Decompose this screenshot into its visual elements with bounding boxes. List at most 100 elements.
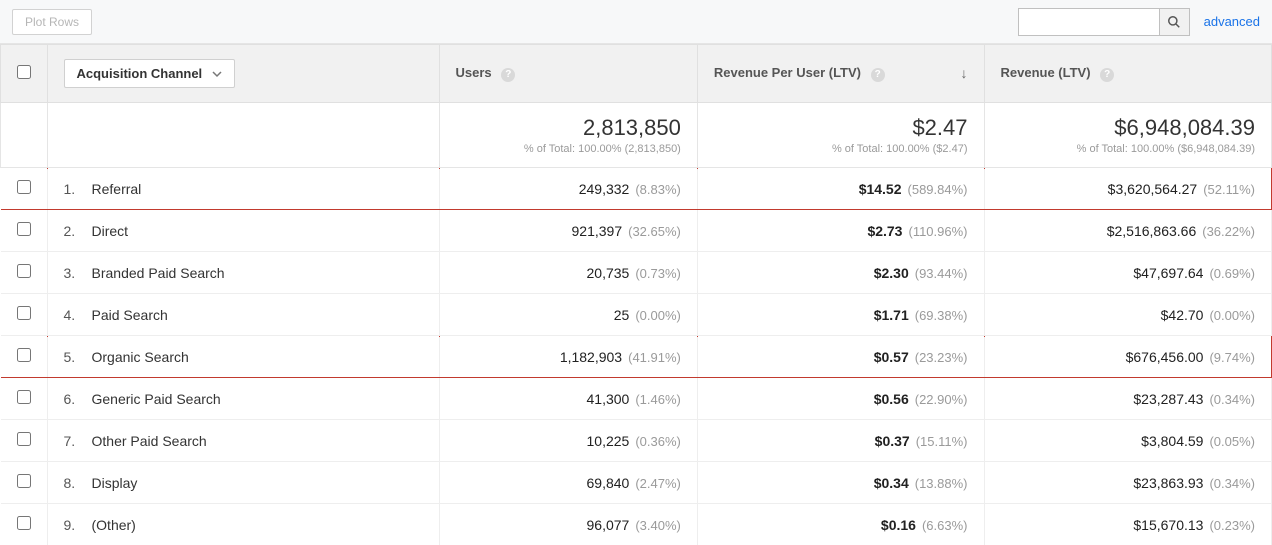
row-revenue-pct: (0.05%) xyxy=(1209,434,1255,449)
header-revenue[interactable]: Revenue (LTV) ? xyxy=(984,45,1272,103)
row-revenue-value: $2,516,863.66 xyxy=(1107,223,1197,239)
row-checkbox[interactable] xyxy=(17,432,31,446)
row-checkbox-cell xyxy=(1,336,48,378)
help-icon[interactable]: ? xyxy=(501,68,515,82)
row-users: 249,332(8.83%) xyxy=(439,168,697,210)
advanced-link[interactable]: advanced xyxy=(1204,14,1260,29)
row-revenue-pct: (0.00%) xyxy=(1209,308,1255,323)
header-users[interactable]: Users ? xyxy=(439,45,697,103)
table-row: 9. (Other) 96,077(3.40%)$0.16(6.63%) $15,67… xyxy=(1,504,1272,545)
row-name: Branded Paid Search xyxy=(92,265,225,281)
table-row: 7.Other Paid Search10,225(0.36%)$0.37(15… xyxy=(1,420,1272,462)
row-users: 20,735(0.73%) xyxy=(439,252,697,294)
row-rpu: $2.30(93.44%) xyxy=(697,252,984,294)
select-all-checkbox[interactable] xyxy=(17,65,31,79)
row-checkbox[interactable] xyxy=(17,264,31,278)
row-rpu-value: $0.56 xyxy=(874,391,909,407)
row-checkbox[interactable] xyxy=(17,390,31,404)
row-rpu-value: $0.34 xyxy=(874,475,909,491)
row-index: 6. xyxy=(64,391,84,407)
row-users-value: 41,300 xyxy=(587,391,630,407)
row-rpu: $0.16(6.63%) xyxy=(697,504,984,545)
help-icon[interactable]: ? xyxy=(1100,68,1114,82)
row-users-pct: (0.00%) xyxy=(635,308,681,323)
row-users-pct: (8.83%) xyxy=(635,182,681,197)
row-revenue-pct: (52.11%) xyxy=(1203,182,1255,197)
help-icon[interactable]: ? xyxy=(871,68,885,82)
row-revenue: $47,697.64 (0.69%) xyxy=(984,252,1272,294)
plot-rows-button[interactable]: Plot Rows xyxy=(12,9,92,35)
row-revenue-pct: (0.23%) xyxy=(1209,518,1255,533)
header-dimension: Acquisition Channel xyxy=(47,45,439,103)
row-users-value: 10,225 xyxy=(587,433,630,449)
header-row: Acquisition Channel Users ? Revenue Per … xyxy=(1,45,1272,103)
row-revenue-value: $3,620,564.27 xyxy=(1108,181,1198,197)
toolbar: Plot Rows advanced xyxy=(0,0,1272,44)
row-checkbox[interactable] xyxy=(17,348,31,362)
table-row: 6. Generic Paid Search 41,300(1.46%)$0.56(… xyxy=(1,378,1272,420)
row-checkbox-cell xyxy=(1,252,48,294)
row-revenue-pct: (0.69%) xyxy=(1209,266,1255,281)
row-index: 9. xyxy=(64,517,84,533)
row-revenue-value: $47,697.64 xyxy=(1133,265,1203,281)
chevron-down-icon xyxy=(212,69,222,79)
row-index: 5. xyxy=(64,349,84,365)
row-dimension[interactable]: 1.Referral xyxy=(47,168,439,210)
totals-revenue-value: $6,948,084.39 xyxy=(1001,115,1256,141)
row-revenue: $3,804.59 (0.05%) xyxy=(984,420,1272,462)
header-users-label: Users xyxy=(456,65,492,80)
row-revenue-pct: (0.34%) xyxy=(1209,476,1255,491)
row-rpu-pct: (23.23%) xyxy=(915,350,968,365)
row-revenue: $23,863.93(0.34%) xyxy=(984,462,1272,504)
row-checkbox-cell xyxy=(1,420,48,462)
row-name: (Other) xyxy=(92,517,136,533)
row-rpu: $0.34 (13.88%) xyxy=(697,462,984,504)
row-checkbox[interactable] xyxy=(17,306,31,320)
totals-rpu: $2.47 % of Total: 100.00% ($2.47) xyxy=(697,103,984,168)
header-rpu[interactable]: Revenue Per User (LTV) ? ↓ xyxy=(697,45,984,103)
row-dimension[interactable]: 3.Branded Paid Search xyxy=(47,252,439,294)
row-rpu: $2.73(110.96%) xyxy=(697,210,984,252)
row-checkbox[interactable] xyxy=(17,516,31,530)
dimension-dropdown[interactable]: Acquisition Channel xyxy=(64,59,236,88)
totals-users: 2,813,850 % of Total: 100.00% (2,813,850… xyxy=(439,103,697,168)
search-input[interactable] xyxy=(1019,9,1159,35)
table-row: 1.Referral249,332(8.83%)$14.52(589.84%)$… xyxy=(1,168,1272,210)
search-button[interactable] xyxy=(1159,9,1189,35)
row-revenue: $2,516,863.66 (36.22%) xyxy=(984,210,1272,252)
row-dimension[interactable]: 2.Direct xyxy=(47,210,439,252)
row-index: 7. xyxy=(64,433,84,449)
row-revenue-value: $3,804.59 xyxy=(1141,433,1203,449)
row-dimension[interactable]: 8.Display xyxy=(47,462,439,504)
row-users: 41,300(1.46%) xyxy=(439,378,697,420)
row-checkbox[interactable] xyxy=(17,180,31,194)
row-users-value: 921,397 xyxy=(572,223,623,239)
row-name: Generic Paid Search xyxy=(92,391,221,407)
row-users: 921,397(32.65%) xyxy=(439,210,697,252)
row-revenue-pct: (36.22%) xyxy=(1202,224,1255,239)
row-rpu: $1.71(69.38%) xyxy=(697,294,984,336)
row-rpu: $0.56(22.90%) xyxy=(697,378,984,420)
row-dimension[interactable]: 7.Other Paid Search xyxy=(47,420,439,462)
row-dimension[interactable]: 5.Organic Search xyxy=(47,336,439,378)
row-users: 96,077(3.40%) xyxy=(439,504,697,545)
row-rpu-pct: (110.96%) xyxy=(908,224,967,239)
row-checkbox[interactable] xyxy=(17,474,31,488)
row-checkbox-cell xyxy=(1,462,48,504)
row-dimension[interactable]: 4.Paid Search xyxy=(47,294,439,336)
search-box xyxy=(1018,8,1190,36)
row-name: Referral xyxy=(92,181,142,197)
row-revenue-value: $15,670.13 xyxy=(1133,517,1203,533)
row-users-pct: (2.47%) xyxy=(635,476,681,491)
row-revenue: $676,456.00(9.74%) xyxy=(984,336,1272,378)
dimension-label: Acquisition Channel xyxy=(77,66,203,81)
row-dimension[interactable]: 6. Generic Paid Search xyxy=(47,378,439,420)
row-rpu-pct: (13.88%) xyxy=(915,476,968,491)
row-users: 69,840(2.47%) xyxy=(439,462,697,504)
row-revenue: $42.70(0.00%) xyxy=(984,294,1272,336)
row-name: Direct xyxy=(92,223,129,239)
header-checkbox-cell xyxy=(1,45,48,103)
row-checkbox[interactable] xyxy=(17,222,31,236)
row-dimension[interactable]: 9. (Other) xyxy=(47,504,439,545)
row-revenue-pct: (9.74%) xyxy=(1209,350,1255,365)
